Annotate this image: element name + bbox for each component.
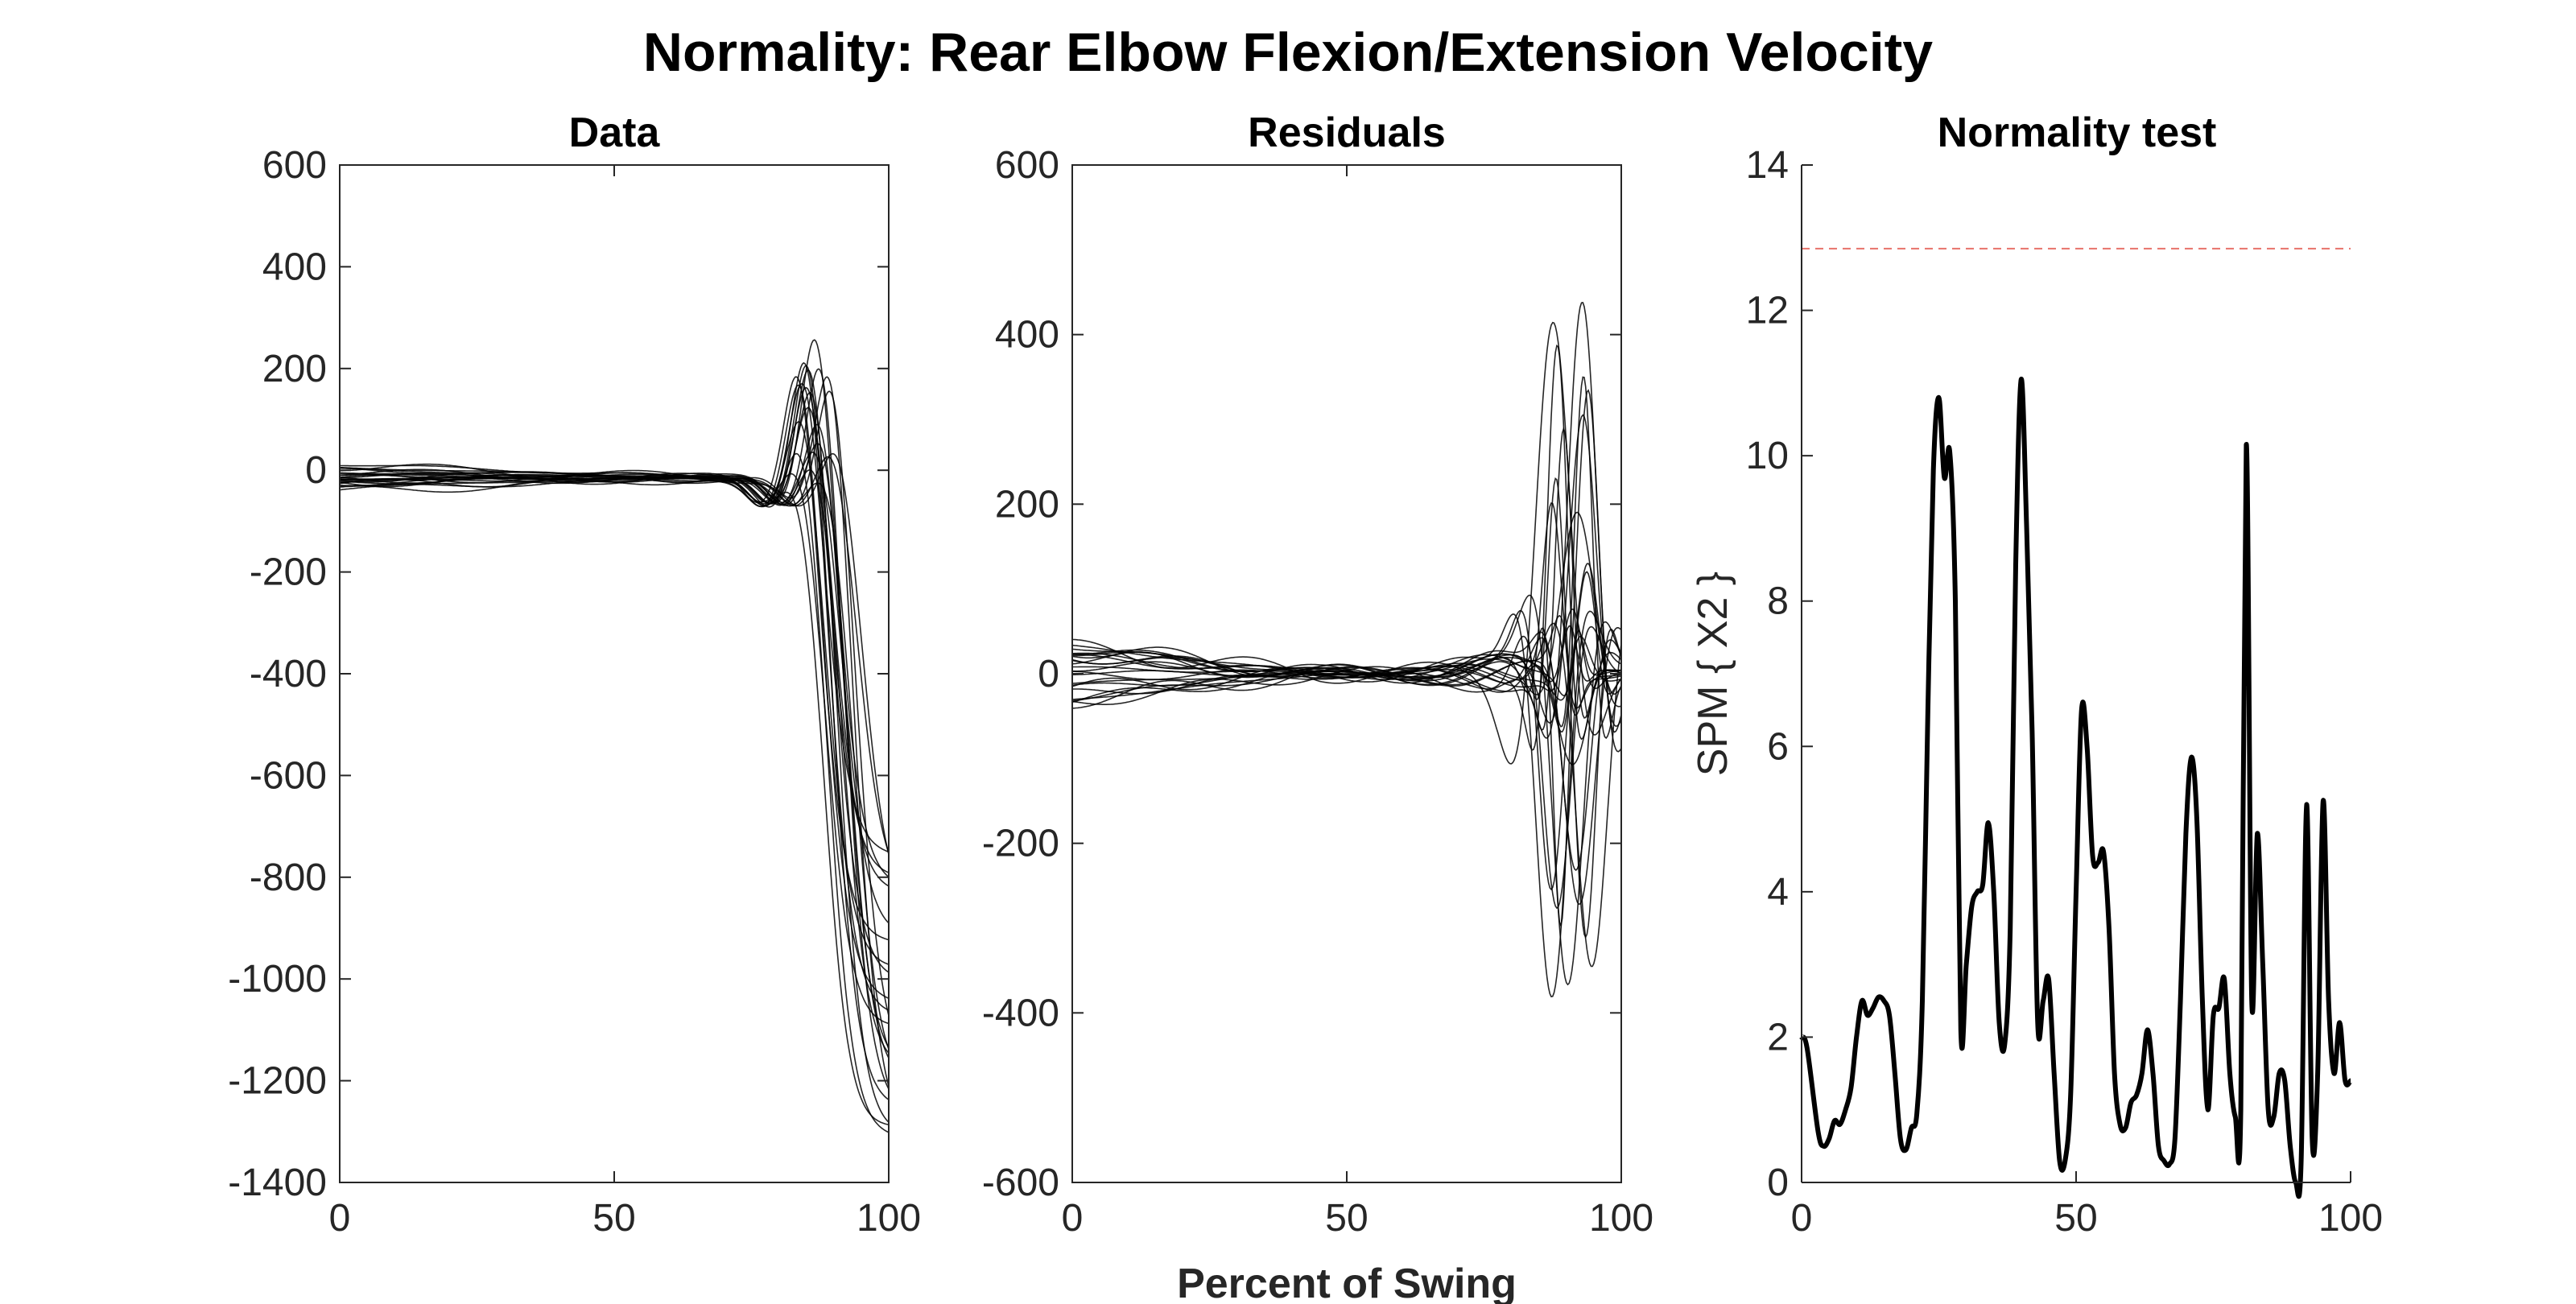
data-y-tick-label: -400 (250, 653, 327, 695)
data-curve (339, 472, 890, 1025)
normality-curves (1799, 247, 2353, 1199)
data-y-tick-label: -200 (250, 551, 327, 594)
residuals-y-tick-label: 600 (995, 144, 1059, 187)
x-axis-label: Percent of Swing (1177, 1261, 1517, 1304)
data-curve (339, 467, 890, 1054)
residual-curve (1071, 594, 1622, 986)
data-curves (339, 339, 890, 1133)
data-curve (340, 452, 890, 855)
residual-curve (1071, 631, 1622, 872)
data-y-tick-label: -600 (250, 754, 327, 797)
normality-y-tick-label: 4 (1767, 871, 1789, 914)
spm-statistic-line (1799, 377, 2353, 1199)
residual-curve (1071, 344, 1622, 751)
residuals-y-tick-label: 0 (1038, 653, 1059, 695)
normality-y-tick-label: 0 (1767, 1162, 1789, 1204)
data-x-tick-label: 50 (592, 1197, 635, 1240)
residual-curve (1071, 301, 1622, 753)
data-y-tick-label: 200 (262, 348, 327, 390)
data-y-tick-label: 600 (262, 144, 327, 187)
data-ticks: 600 400 200 0 -200 -400 -600 -800 -1000 -1200 -140… (228, 144, 921, 1240)
data-curve (339, 443, 890, 1058)
residual-curve (1072, 625, 1622, 692)
data-x-tick-label: 0 (329, 1197, 351, 1240)
data-y-tick-label: 400 (262, 246, 327, 288)
normality-y-tick-label: 2 (1767, 1016, 1789, 1058)
data-curve (339, 382, 890, 853)
normality-x-tick-label: 50 (2054, 1197, 2097, 1240)
data-curve (339, 376, 890, 941)
residuals-y-tick-label: 200 (995, 483, 1059, 526)
residuals-y-tick-label: -200 (982, 823, 1059, 865)
normality-y-axis-label: SPM { X2 } (1690, 572, 1736, 776)
panel-data: 600 400 200 0 -200 -400 -600 -800 -1000 -1200 -140… (228, 109, 921, 1240)
residuals-x-tick-label: 0 (1062, 1197, 1084, 1240)
data-y-tick-label: -1000 (228, 958, 327, 1001)
normality-panel-title: Normality test (1938, 109, 2217, 156)
normality-y-tick-label: 14 (1746, 144, 1789, 187)
normality-x-tick-label: 0 (1791, 1197, 1813, 1240)
normality-y-tick-label: 8 (1767, 580, 1789, 623)
data-curve (340, 421, 890, 965)
data-panel-title: Data (569, 109, 661, 156)
residual-curve (1071, 609, 1622, 891)
normality-y-tick-label: 6 (1767, 725, 1789, 768)
residual-curve (1071, 627, 1622, 929)
panel-normality-test: 14 12 10 8 6 4 2 00 50 100 Normality test SPM { X… (1690, 109, 2383, 1240)
residual-curve (1072, 609, 1622, 690)
data-axes-box (339, 164, 890, 1183)
data-y-tick-label: -800 (250, 856, 327, 899)
data-x-tick-label: 100 (857, 1197, 921, 1240)
residuals-x-tick-label: 50 (1325, 1197, 1368, 1240)
residual-curve (1071, 376, 1622, 740)
data-y-tick-label: -1400 (228, 1162, 327, 1204)
residuals-y-tick-label: 400 (995, 314, 1059, 357)
residuals-x-tick-label: 100 (1589, 1197, 1653, 1240)
figure-title: Normality: Rear Elbow Flexion/Extension … (643, 22, 1933, 83)
data-curve (340, 406, 890, 887)
normality-y-tick-label: 12 (1746, 290, 1789, 332)
residuals-y-tick-label: -600 (982, 1162, 1059, 1204)
data-y-tick-label: 0 (305, 449, 327, 492)
data-y-tick-label: -1200 (228, 1060, 327, 1103)
residuals-y-tick-label: -400 (982, 992, 1059, 1034)
data-curve (339, 452, 890, 1133)
normality-y-tick-label: 10 (1746, 435, 1789, 477)
data-curve (339, 472, 890, 1126)
data-curve (340, 472, 890, 1050)
residuals-panel-title: Residuals (1248, 109, 1446, 156)
normality-ticks: 14 12 10 8 6 4 2 00 50 100 (1746, 144, 2383, 1240)
residual-curve (1071, 610, 1622, 998)
residual-curves (1071, 301, 1622, 998)
normality-x-tick-label: 100 (2318, 1197, 2383, 1240)
